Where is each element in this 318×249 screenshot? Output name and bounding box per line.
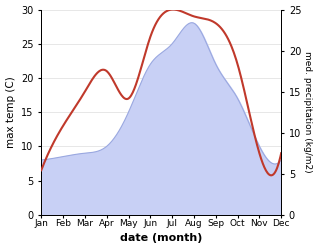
Y-axis label: max temp (C): max temp (C) xyxy=(5,76,16,148)
Y-axis label: med. precipitation (kg/m2): med. precipitation (kg/m2) xyxy=(303,51,313,173)
X-axis label: date (month): date (month) xyxy=(120,234,203,244)
